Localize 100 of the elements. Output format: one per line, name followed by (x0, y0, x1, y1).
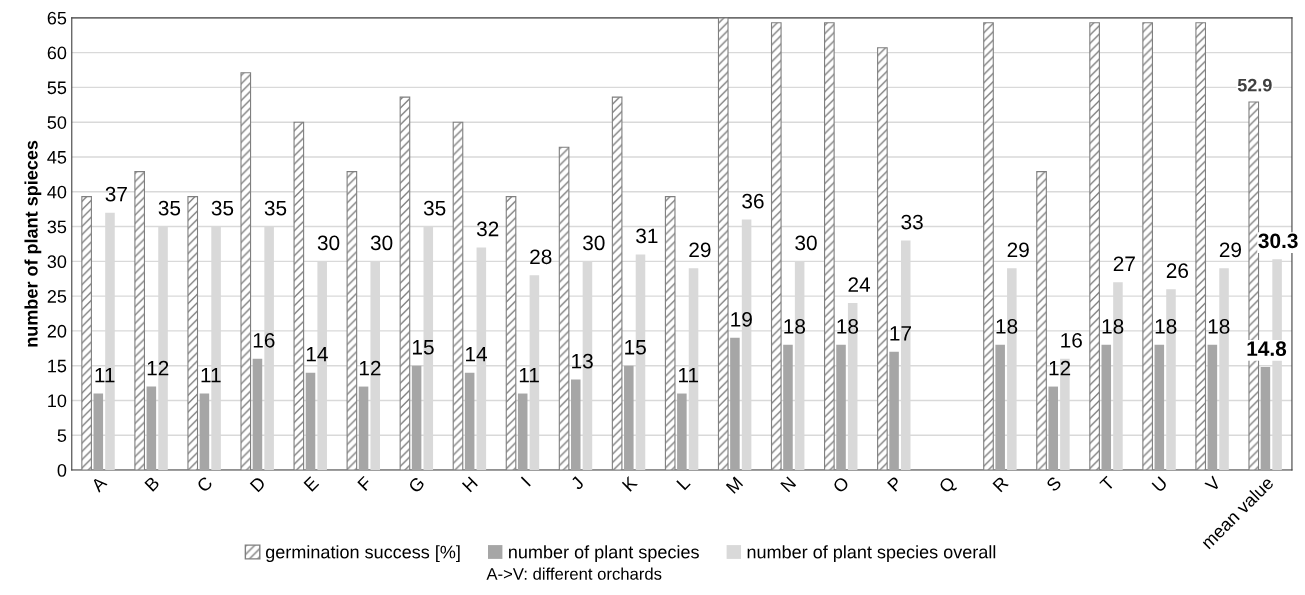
y-tick-label: 50 (47, 116, 67, 129)
y-tick-label: 40 (47, 185, 67, 199)
data-label: 12 (359, 360, 381, 376)
bar (836, 344, 846, 471)
y-tick-label: 45 (47, 151, 67, 164)
bar (783, 344, 793, 471)
data-label: 30 (583, 235, 605, 251)
x-tick-label: J (570, 476, 585, 491)
data-label: 18 (837, 319, 859, 334)
data-label: 30.3 (1258, 233, 1298, 249)
legend-label: number of plant species (509, 545, 699, 563)
bar (717, 17, 729, 471)
bar (252, 358, 263, 471)
y-tick-label: 35 (47, 220, 67, 234)
bar (624, 365, 634, 471)
bar (558, 146, 570, 471)
data-label: 19 (731, 312, 752, 327)
data-label: 18 (784, 319, 806, 334)
bar (1048, 386, 1058, 471)
x-tick-label: L (676, 475, 691, 491)
bar (199, 393, 210, 471)
bar (1101, 344, 1112, 471)
data-label: 15 (412, 340, 434, 355)
bar (1207, 344, 1218, 471)
data-label: 13 (572, 353, 593, 369)
x-tick-label: S (1045, 475, 1063, 493)
bar (399, 96, 411, 471)
data-label: 11 (201, 367, 221, 383)
y-tick-label: 0 (57, 463, 67, 477)
bar (889, 351, 899, 471)
x-tick-label: F (357, 475, 373, 491)
data-label: 37 (105, 186, 127, 202)
data-label: 16 (253, 332, 275, 348)
x-tick-label: I (520, 476, 531, 487)
data-label: 12 (147, 360, 169, 376)
data-label: 31 (636, 228, 658, 244)
data-label: 32 (476, 221, 499, 237)
data-label: 28 (530, 249, 552, 265)
data-label: 30 (370, 235, 393, 251)
data-label: 35 (423, 200, 446, 216)
x-tick-label: T (1099, 475, 1116, 492)
y-tick-label: 60 (47, 46, 67, 60)
x-tick-label: B (144, 476, 160, 492)
x-tick-label: Q (938, 475, 959, 496)
bar (293, 121, 305, 471)
bar (677, 393, 687, 471)
bar (1142, 22, 1153, 471)
bar (93, 393, 104, 471)
data-label: 24 (848, 277, 871, 292)
bar (411, 365, 422, 471)
bar (505, 196, 517, 471)
bar (995, 344, 1005, 471)
data-label: 35 (158, 200, 181, 216)
data-label: 14 (306, 347, 328, 362)
y-tick-label: 10 (48, 394, 67, 408)
data-label: 17 (890, 326, 911, 341)
x-tick-label: U (1151, 476, 1168, 493)
data-label: 11 (519, 367, 539, 383)
data-label: 29 (1219, 242, 1242, 258)
bar (358, 386, 369, 471)
bar (877, 47, 888, 471)
x-tick-label: N (780, 476, 797, 493)
bar (517, 393, 528, 471)
text: A->V: different orchards (486, 567, 662, 580)
data-label: 12 (1049, 360, 1071, 376)
x-tick-label: H (461, 476, 478, 493)
data-label: 35 (211, 200, 234, 216)
data-label: 15 (625, 340, 646, 355)
bar (611, 96, 623, 471)
x-tick-label: K (621, 475, 638, 492)
data-label: 27 (1113, 256, 1135, 271)
data-label: 18 (1208, 319, 1230, 334)
x-tick-label: G (407, 476, 426, 494)
data-label: 30 (317, 235, 340, 251)
bar (187, 196, 199, 471)
bar (346, 171, 358, 471)
bar (1089, 22, 1100, 471)
data-label: 18 (1155, 319, 1177, 334)
y-tick-label: 15 (48, 359, 67, 373)
x-tick-label: O (832, 475, 850, 494)
bar (570, 379, 581, 471)
y-tick-label: 55 (47, 81, 67, 95)
data-label: 29 (1007, 242, 1029, 258)
data-label: 11 (679, 367, 699, 383)
y-tick-label: 30 (47, 255, 67, 269)
legend-label: number of plant species overall (747, 545, 996, 563)
bar (983, 22, 994, 471)
x-tick-label: D (249, 475, 267, 493)
data-label: 33 (901, 214, 923, 230)
x-tick-label: R (992, 475, 1009, 493)
x-tick-label: E (303, 475, 320, 492)
bar (81, 196, 92, 471)
data-label: 52.9 (1237, 78, 1272, 92)
y-tick-label: 5 (57, 429, 67, 442)
data-label: 11 (95, 367, 115, 383)
data-label: 36 (742, 193, 764, 209)
y-tick-label: 65 (47, 11, 67, 25)
bar (134, 171, 146, 471)
data-label: 14 (466, 347, 487, 362)
y-tick-label: 20 (47, 324, 67, 338)
